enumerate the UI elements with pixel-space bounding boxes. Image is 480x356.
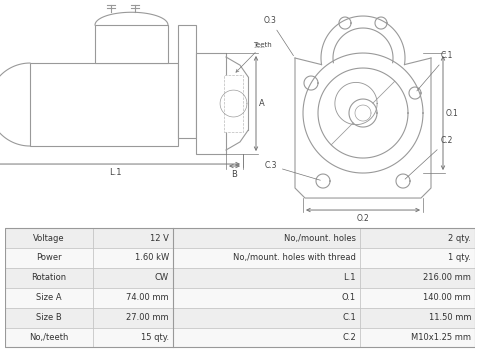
Bar [5, 308, 93, 328]
Text: 216.00 mm: 216.00 mm [423, 273, 471, 282]
Text: Size B: Size B [36, 313, 62, 322]
Text: 1.60 kW: 1.60 kW [135, 253, 169, 262]
Bar [5, 268, 93, 288]
Bar [93, 268, 173, 288]
Text: L.1: L.1 [344, 273, 356, 282]
Bar [30, 63, 178, 146]
Text: 74.00 mm: 74.00 mm [126, 293, 169, 302]
Bar [93, 228, 173, 248]
Text: Power: Power [36, 253, 61, 262]
Bar [5, 248, 93, 268]
Bar [93, 328, 173, 347]
Text: No,/mount. holes: No,/mount. holes [284, 234, 356, 242]
Bar [95, 25, 168, 63]
Text: 140.00 mm: 140.00 mm [423, 293, 471, 302]
Text: A: A [259, 99, 265, 108]
Bar [360, 228, 475, 248]
Text: C.2: C.2 [342, 333, 356, 342]
Bar [173, 248, 360, 268]
Text: M10x1.25 mm: M10x1.25 mm [411, 333, 471, 342]
Text: 2 qty.: 2 qty. [448, 234, 471, 242]
Text: B: B [231, 170, 238, 179]
Text: L.1: L.1 [109, 168, 122, 177]
Text: Rotation: Rotation [31, 273, 66, 282]
Bar [93, 288, 173, 308]
Text: Teeth: Teeth [236, 42, 272, 72]
Bar [196, 53, 226, 154]
Text: No,/teeth: No,/teeth [29, 333, 69, 342]
Bar [173, 328, 360, 347]
Text: 11.50 mm: 11.50 mm [429, 313, 471, 322]
Text: C.3: C.3 [264, 161, 320, 180]
Text: 15 qty.: 15 qty. [141, 333, 169, 342]
Text: 27.00 mm: 27.00 mm [126, 313, 169, 322]
Bar [360, 288, 475, 308]
Bar [173, 268, 360, 288]
Text: C.1: C.1 [417, 51, 454, 91]
Bar [173, 228, 360, 248]
Text: Voltage: Voltage [33, 234, 65, 242]
Bar [224, 75, 243, 132]
Text: C.2: C.2 [405, 136, 454, 179]
Bar [178, 25, 196, 138]
Text: Size A: Size A [36, 293, 61, 302]
Bar [5, 228, 93, 248]
Bar [5, 288, 93, 308]
Text: O.1: O.1 [342, 293, 356, 302]
Text: O.3: O.3 [264, 16, 293, 56]
Text: 1 qty.: 1 qty. [448, 253, 471, 262]
Text: No,/mount. holes with thread: No,/mount. holes with thread [233, 253, 356, 262]
Text: CW: CW [155, 273, 169, 282]
Text: C.1: C.1 [342, 313, 356, 322]
Text: 12 V: 12 V [150, 234, 169, 242]
Text: O.1: O.1 [446, 109, 459, 117]
Bar [5, 328, 93, 347]
Bar [360, 308, 475, 328]
Bar [360, 248, 475, 268]
Bar [360, 328, 475, 347]
Bar [93, 308, 173, 328]
Text: O.2: O.2 [357, 214, 370, 223]
Bar [173, 308, 360, 328]
Bar [173, 288, 360, 308]
Bar [360, 268, 475, 288]
Bar [93, 248, 173, 268]
